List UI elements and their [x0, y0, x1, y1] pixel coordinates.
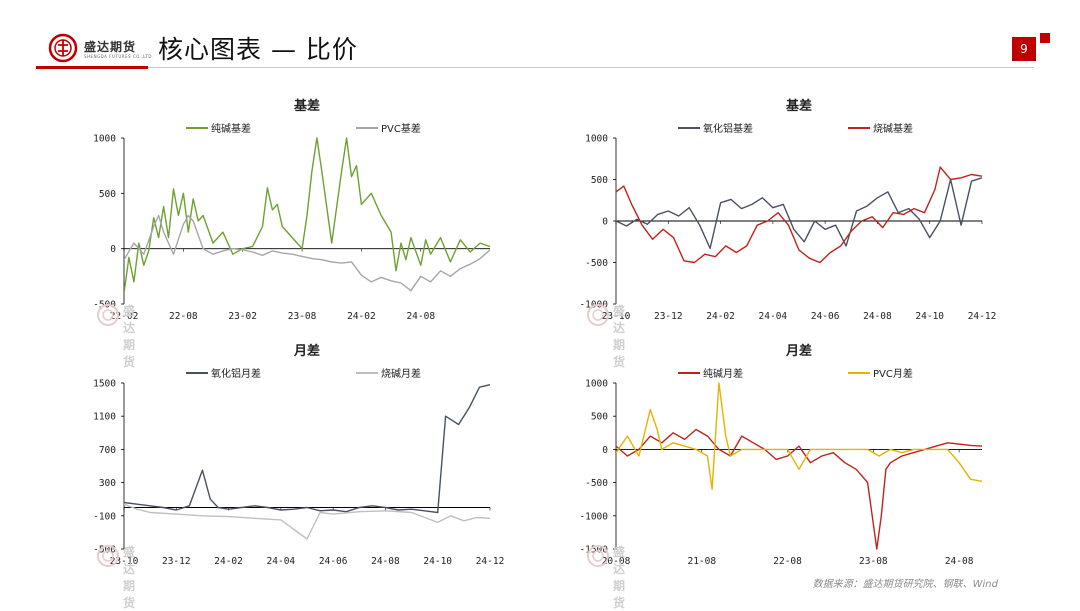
series-line	[124, 214, 491, 292]
y-tick-label: -500	[585, 258, 608, 269]
watermark-logo-icon	[97, 545, 119, 567]
y-tick-label: -100	[93, 511, 116, 522]
chart-soda-pvc-spread: 月差纯碱月差 PVC月差 1000 500 0 -500 -1000 -1500 20-08 21…	[560, 333, 1000, 573]
watermark-text: 盛达期货	[613, 304, 626, 369]
series-line	[616, 177, 983, 250]
x-tick-label: 22-08	[169, 311, 198, 322]
x-tick-label: 24-04	[267, 556, 296, 567]
watermark: 盛达期货	[96, 544, 135, 610]
x-tick-label: 24-02	[214, 556, 243, 567]
slide-header: 盛达期货 SHENGDA FUTURES CO.,LTD. 核心图表 — 比价 …	[0, 0, 1080, 70]
series-line	[124, 137, 491, 293]
series-line	[124, 503, 491, 540]
chart-title: 月差	[293, 343, 320, 359]
y-tick-label: -500	[585, 478, 608, 489]
x-tick-label: 24-08	[863, 311, 892, 322]
watermark: 盛达期货	[586, 303, 625, 369]
y-tick-label: 300	[99, 478, 116, 489]
y-tick-label: 0	[602, 445, 608, 456]
x-tick-label: 23-10	[110, 556, 139, 567]
legend-label: PVC月差	[873, 367, 913, 380]
watermark-logo-icon	[587, 545, 609, 567]
x-tick-label: 20-08	[602, 556, 631, 567]
series-line	[616, 166, 983, 264]
x-tick-label: 24-12	[476, 556, 505, 567]
x-tick-label: 23-08	[859, 556, 888, 567]
chart-soda-pvc-basis: 基差 纯碱基差 PVC基差 1000 500 0 -500 22-02 22-08 23-02 23…	[68, 88, 508, 328]
chart-title: 基差	[785, 98, 812, 114]
watermark-text: 盛达期货	[123, 545, 136, 610]
watermark-text: 盛达期货	[123, 304, 136, 369]
page-number: 9	[1012, 37, 1036, 61]
y-tick-label: -1500	[579, 545, 608, 556]
x-tick-label: 23-12	[654, 311, 683, 322]
y-tick-label: 500	[99, 189, 116, 200]
y-tick-label: 500	[591, 175, 608, 186]
logo-icon	[48, 33, 78, 63]
chart-title: 月差	[785, 343, 812, 359]
y-tick-label: 500	[591, 412, 608, 423]
watermark-logo-icon	[97, 304, 119, 326]
legend-label: 烧碱月差	[381, 367, 421, 380]
legend-label: 氧化铝基差	[703, 122, 753, 135]
y-tick-label: -500	[93, 545, 116, 556]
x-tick-label: 24-06	[811, 311, 840, 322]
y-tick-label: 1100	[93, 412, 116, 423]
legend-label: 氧化铝月差	[211, 367, 261, 380]
series-line	[616, 382, 983, 490]
legend-label: PVC基差	[381, 122, 421, 135]
x-tick-label: 24-12	[968, 311, 997, 322]
x-tick-label: 23-10	[602, 311, 631, 322]
x-tick-label: 24-02	[706, 311, 735, 322]
x-tick-label: 24-08	[406, 311, 435, 322]
watermark-text: 盛达期货	[613, 545, 626, 610]
title-divider	[148, 67, 1034, 68]
legend-label: 纯碱基差	[211, 122, 251, 135]
watermark-logo-icon	[587, 304, 609, 326]
brand-subtitle: SHENGDA FUTURES CO.,LTD.	[84, 54, 154, 59]
y-tick-label: 0	[602, 217, 608, 228]
x-tick-label: 23-02	[228, 311, 257, 322]
brand-name: 盛达期货	[84, 40, 137, 54]
x-tick-label: 24-06	[319, 556, 348, 567]
legend-label: 纯碱月差	[703, 367, 743, 380]
x-tick-label: 24-08	[945, 556, 974, 567]
y-tick-label: 1500	[93, 379, 116, 390]
chart-title: 基差	[293, 98, 320, 114]
x-tick-label: 22-02	[110, 311, 139, 322]
x-tick-label: 23-08	[288, 311, 317, 322]
x-tick-label: 24-04	[759, 311, 788, 322]
x-tick-label: 21-08	[687, 556, 716, 567]
y-tick-label: -1000	[579, 511, 608, 522]
x-tick-label: 24-08	[371, 556, 400, 567]
chart-alumina-caustic-basis: 基差 氧化铝基差 烧碱基差 1000 500 0 -500 -1000 23-10 23-12 24…	[560, 88, 1000, 328]
y-tick-label: 700	[99, 445, 116, 456]
chart-alumina-caustic-spread: 月差氧化铝月差 烧碱月差 1500 1100 700 300 -100 -500 23-10 23…	[68, 333, 508, 573]
watermark: 盛达期货	[586, 544, 625, 610]
y-tick-label: 1000	[93, 134, 116, 145]
legend-label: 烧碱基差	[873, 122, 913, 135]
y-tick-label: 1000	[585, 134, 608, 145]
x-tick-label: 24-10	[915, 311, 944, 322]
y-tick-label: 1000	[585, 379, 608, 390]
data-source-note: 数据来源：盛达期货研究院、钢联、Wind	[812, 579, 998, 590]
corner-decoration	[1040, 33, 1050, 43]
series-line	[616, 428, 983, 550]
x-tick-label: 23-12	[162, 556, 191, 567]
title-underline-accent	[36, 66, 148, 69]
y-tick-label: 0	[110, 244, 116, 255]
x-tick-label: 24-10	[423, 556, 452, 567]
x-tick-label: 24-02	[347, 311, 376, 322]
watermark: 盛达期货	[96, 303, 135, 369]
x-tick-label: 22-08	[773, 556, 802, 567]
page-title: 核心图表 — 比价	[158, 35, 358, 64]
series-line	[124, 384, 491, 514]
